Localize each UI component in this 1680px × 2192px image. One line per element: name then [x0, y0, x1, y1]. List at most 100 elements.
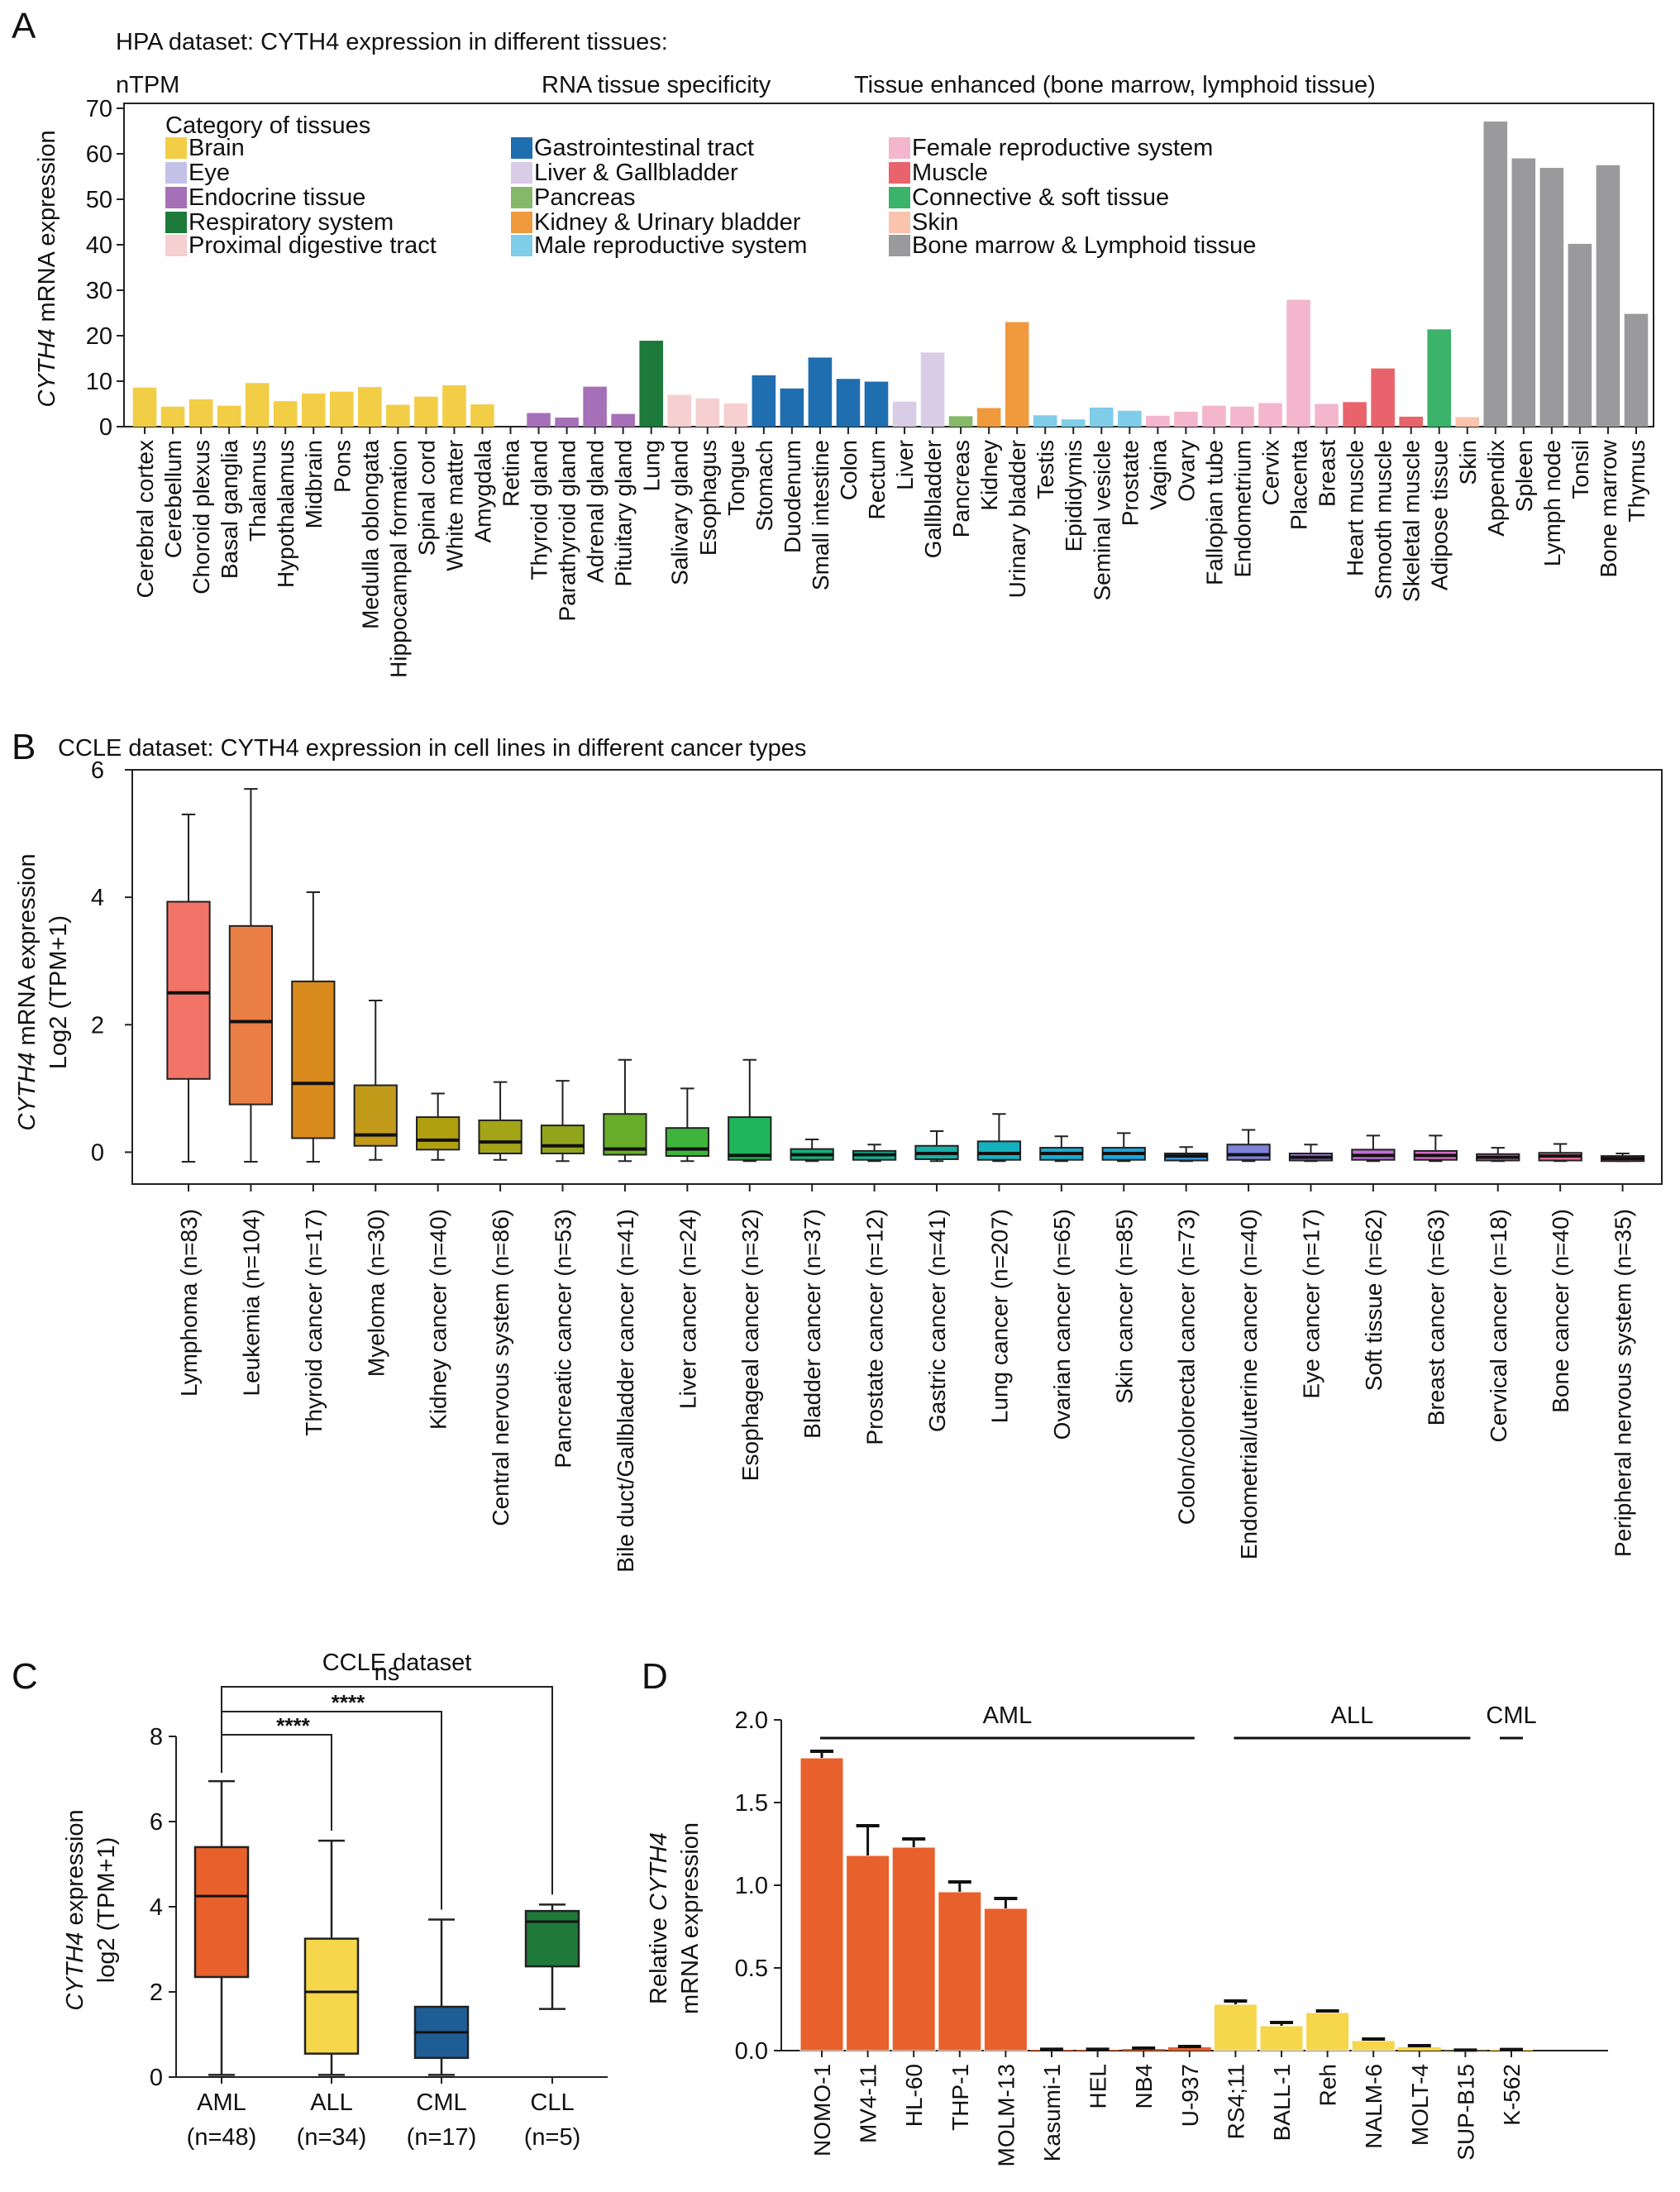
panel-b-ytick-label: 2	[91, 1012, 104, 1039]
panel-a-xtick-label: Adrenal gland	[583, 440, 609, 583]
panel-b-ytick-label: 4	[91, 885, 104, 911]
panel-a-bar	[1427, 329, 1452, 427]
panel-a-legend-label: Respiratory system	[189, 209, 394, 236]
panel-b-xtick-label: Bile duct/Gallbladder cancer (n=41)	[613, 1209, 638, 1573]
panel-c-box	[193, 1846, 250, 1979]
panel-b-xtick-label: Bone cancer (n=40)	[1548, 1209, 1573, 1413]
panel-a-xtick-label: Rectum	[864, 440, 890, 519]
panel-c-ytick-label: 6	[150, 1809, 163, 1836]
panel-c-box	[303, 1937, 360, 2055]
panel-a-legend-label: Endocrine tissue	[189, 184, 365, 211]
panel-a-bar	[1596, 165, 1620, 427]
panel-b-xtick-label: Leukemia (n=104)	[238, 1209, 264, 1396]
panel-c-significance-bracket	[221, 1686, 553, 1895]
panel-b-xtick-label: Eye cancer (n=17)	[1299, 1209, 1324, 1399]
panel-a-legend-label: Skin	[912, 209, 958, 236]
panel-a-bar	[583, 386, 607, 427]
panel-a-legend-swatch	[511, 187, 532, 208]
panel-a-ylabel-gene: CYTH4	[34, 329, 60, 408]
panel-a-legend-swatch	[165, 187, 187, 208]
panel-a-xtick-label: Midbrain	[301, 440, 327, 528]
panel-b-box	[665, 1127, 709, 1158]
panel-a-bar	[836, 379, 861, 427]
panel-a-xtick-label: Colon	[836, 440, 861, 500]
panel-a-legend-title: Category of tissues	[165, 112, 370, 139]
panel-a-xtick-label: Kidney	[976, 440, 1002, 511]
panel-b-xtick-label: Lymphoma (n=83)	[176, 1209, 202, 1397]
panel-a-xtick-label: Duodenum	[780, 440, 805, 553]
panel-b-xtick-label: Lung cancer (n=207)	[986, 1209, 1012, 1423]
panel-b-chart: 0 2 4 6 Lymphoma (n=83) Leukemia (n=104) Thyro…	[91, 757, 1663, 1573]
panel-a-bar	[1258, 403, 1282, 427]
panel-a-legend-swatch	[511, 137, 532, 159]
panel-b-ylabel-line1: CYTH4 mRNA expression	[14, 853, 41, 1130]
panel-b-xtick-label: Thyroid cancer (n=17)	[301, 1209, 327, 1436]
panel-a-bar	[1568, 243, 1592, 427]
panel-a-legend-label: Liver & Gallbladder	[534, 160, 738, 186]
panel-a-bar	[780, 388, 804, 427]
panel-a-unit-label: nTPM	[116, 72, 179, 98]
panel-a-ytick-label: 10	[86, 369, 112, 395]
panel-a-bar	[1146, 415, 1170, 427]
panel-a-ytick-label: 60	[86, 141, 112, 168]
panel-a-bar	[1399, 416, 1423, 427]
panel-a-legend-swatch	[889, 212, 910, 233]
panel-d-group-label: AML	[983, 1703, 1033, 1729]
panel-d-xtick-label: RS4;11	[1223, 2064, 1248, 2139]
panel-d-ylabel-pre: Relative	[646, 1911, 672, 2004]
panel-a-legend-swatch	[511, 235, 532, 256]
panel-letter-d: D	[642, 1656, 668, 1697]
panel-d-bar	[983, 1908, 1028, 2051]
panel-a-bar	[189, 399, 213, 427]
panel-a-xtick-label: Amygdala	[470, 440, 495, 543]
panel-a-xtick-label: Urinary bladder	[1005, 440, 1030, 598]
panel-d-xtick-label: NOMO-1	[809, 2064, 835, 2156]
panel-d-xtick-label: HEL	[1086, 2064, 1111, 2108]
panel-a-xtick-label: Breast	[1315, 440, 1340, 507]
panel-d-bar	[846, 1855, 890, 2051]
panel-b-xtick-label: Colon/colorectal cancer (n=73)	[1174, 1209, 1200, 1525]
panel-a-bar	[442, 384, 466, 427]
panel-d-xtick-label: THP-1	[947, 2064, 973, 2131]
panel-d-ytick-label: 0.0	[735, 2038, 768, 2065]
panel-a-bar	[1624, 313, 1649, 427]
panel-a-bar	[217, 405, 241, 427]
panel-c-ylabel-rest: expression	[62, 1809, 88, 1932]
panel-a-ytick-label: 40	[86, 232, 112, 259]
panel-a-bar	[301, 393, 326, 427]
panel-a-legend-swatch	[889, 187, 910, 208]
panel-a-bar	[752, 375, 776, 427]
panel-a-xtick-label: Tonsil	[1568, 440, 1593, 499]
panel-c-xtick-n: (n=5)	[524, 2124, 581, 2151]
panel-d-xtick-label: MV4-11	[856, 2064, 881, 2143]
panel-a-bar	[1539, 168, 1564, 427]
panel-c-xtick-label: AML	[197, 2089, 246, 2116]
panel-a-bar	[948, 416, 973, 427]
panel-a-ytick-label: 20	[86, 323, 112, 350]
panel-a-legend-swatch	[511, 212, 532, 233]
panel-b-box	[166, 900, 211, 1080]
panel-a-xtick-label: Liver	[892, 440, 918, 490]
panel-d-ylabel-gene: CYTH4	[646, 1832, 672, 1911]
panel-d-group-label: ALL	[1331, 1703, 1374, 1729]
panel-d-ytick-label: 0.5	[735, 1956, 768, 1982]
panel-a-xtick-label: Pons	[329, 440, 355, 493]
panel-d-xtick-label: U-937	[1177, 2064, 1203, 2127]
panel-a-xtick-label: Heart muscle	[1343, 440, 1368, 576]
panel-a-chart: 0 10 20 30 40 50 60 70 Cerebral cortex Cerebellum…	[86, 96, 1654, 678]
panel-a-xtick-label: Adipose tissue	[1427, 440, 1453, 590]
panel-d-bar	[1397, 2047, 1441, 2051]
panel-b-xtick-label: Myeloma (n=30)	[363, 1209, 389, 1377]
panel-a-bar	[1202, 405, 1226, 427]
panel-c-significance-label: ****	[332, 1690, 365, 1715]
panel-b-xtick-label: Cervical cancer (n=18)	[1486, 1209, 1511, 1442]
panel-d-xtick-label: NALM-6	[1361, 2064, 1386, 2149]
panel-b-xtick-label: Bladder cancer (n=37)	[799, 1209, 825, 1439]
panel-a-xtick-label: Bone marrow	[1596, 439, 1621, 577]
panel-d-xtick-label: MOLT-4	[1407, 2064, 1433, 2146]
panel-a-ylabel: CYTH4 mRNA expression	[34, 130, 60, 407]
panel-c-ylabel-line2: log2 (TPM+1)	[93, 1837, 120, 1983]
panel-b-box	[353, 1084, 398, 1147]
panel-b-ylabel-gene: CYTH4	[14, 1053, 41, 1131]
